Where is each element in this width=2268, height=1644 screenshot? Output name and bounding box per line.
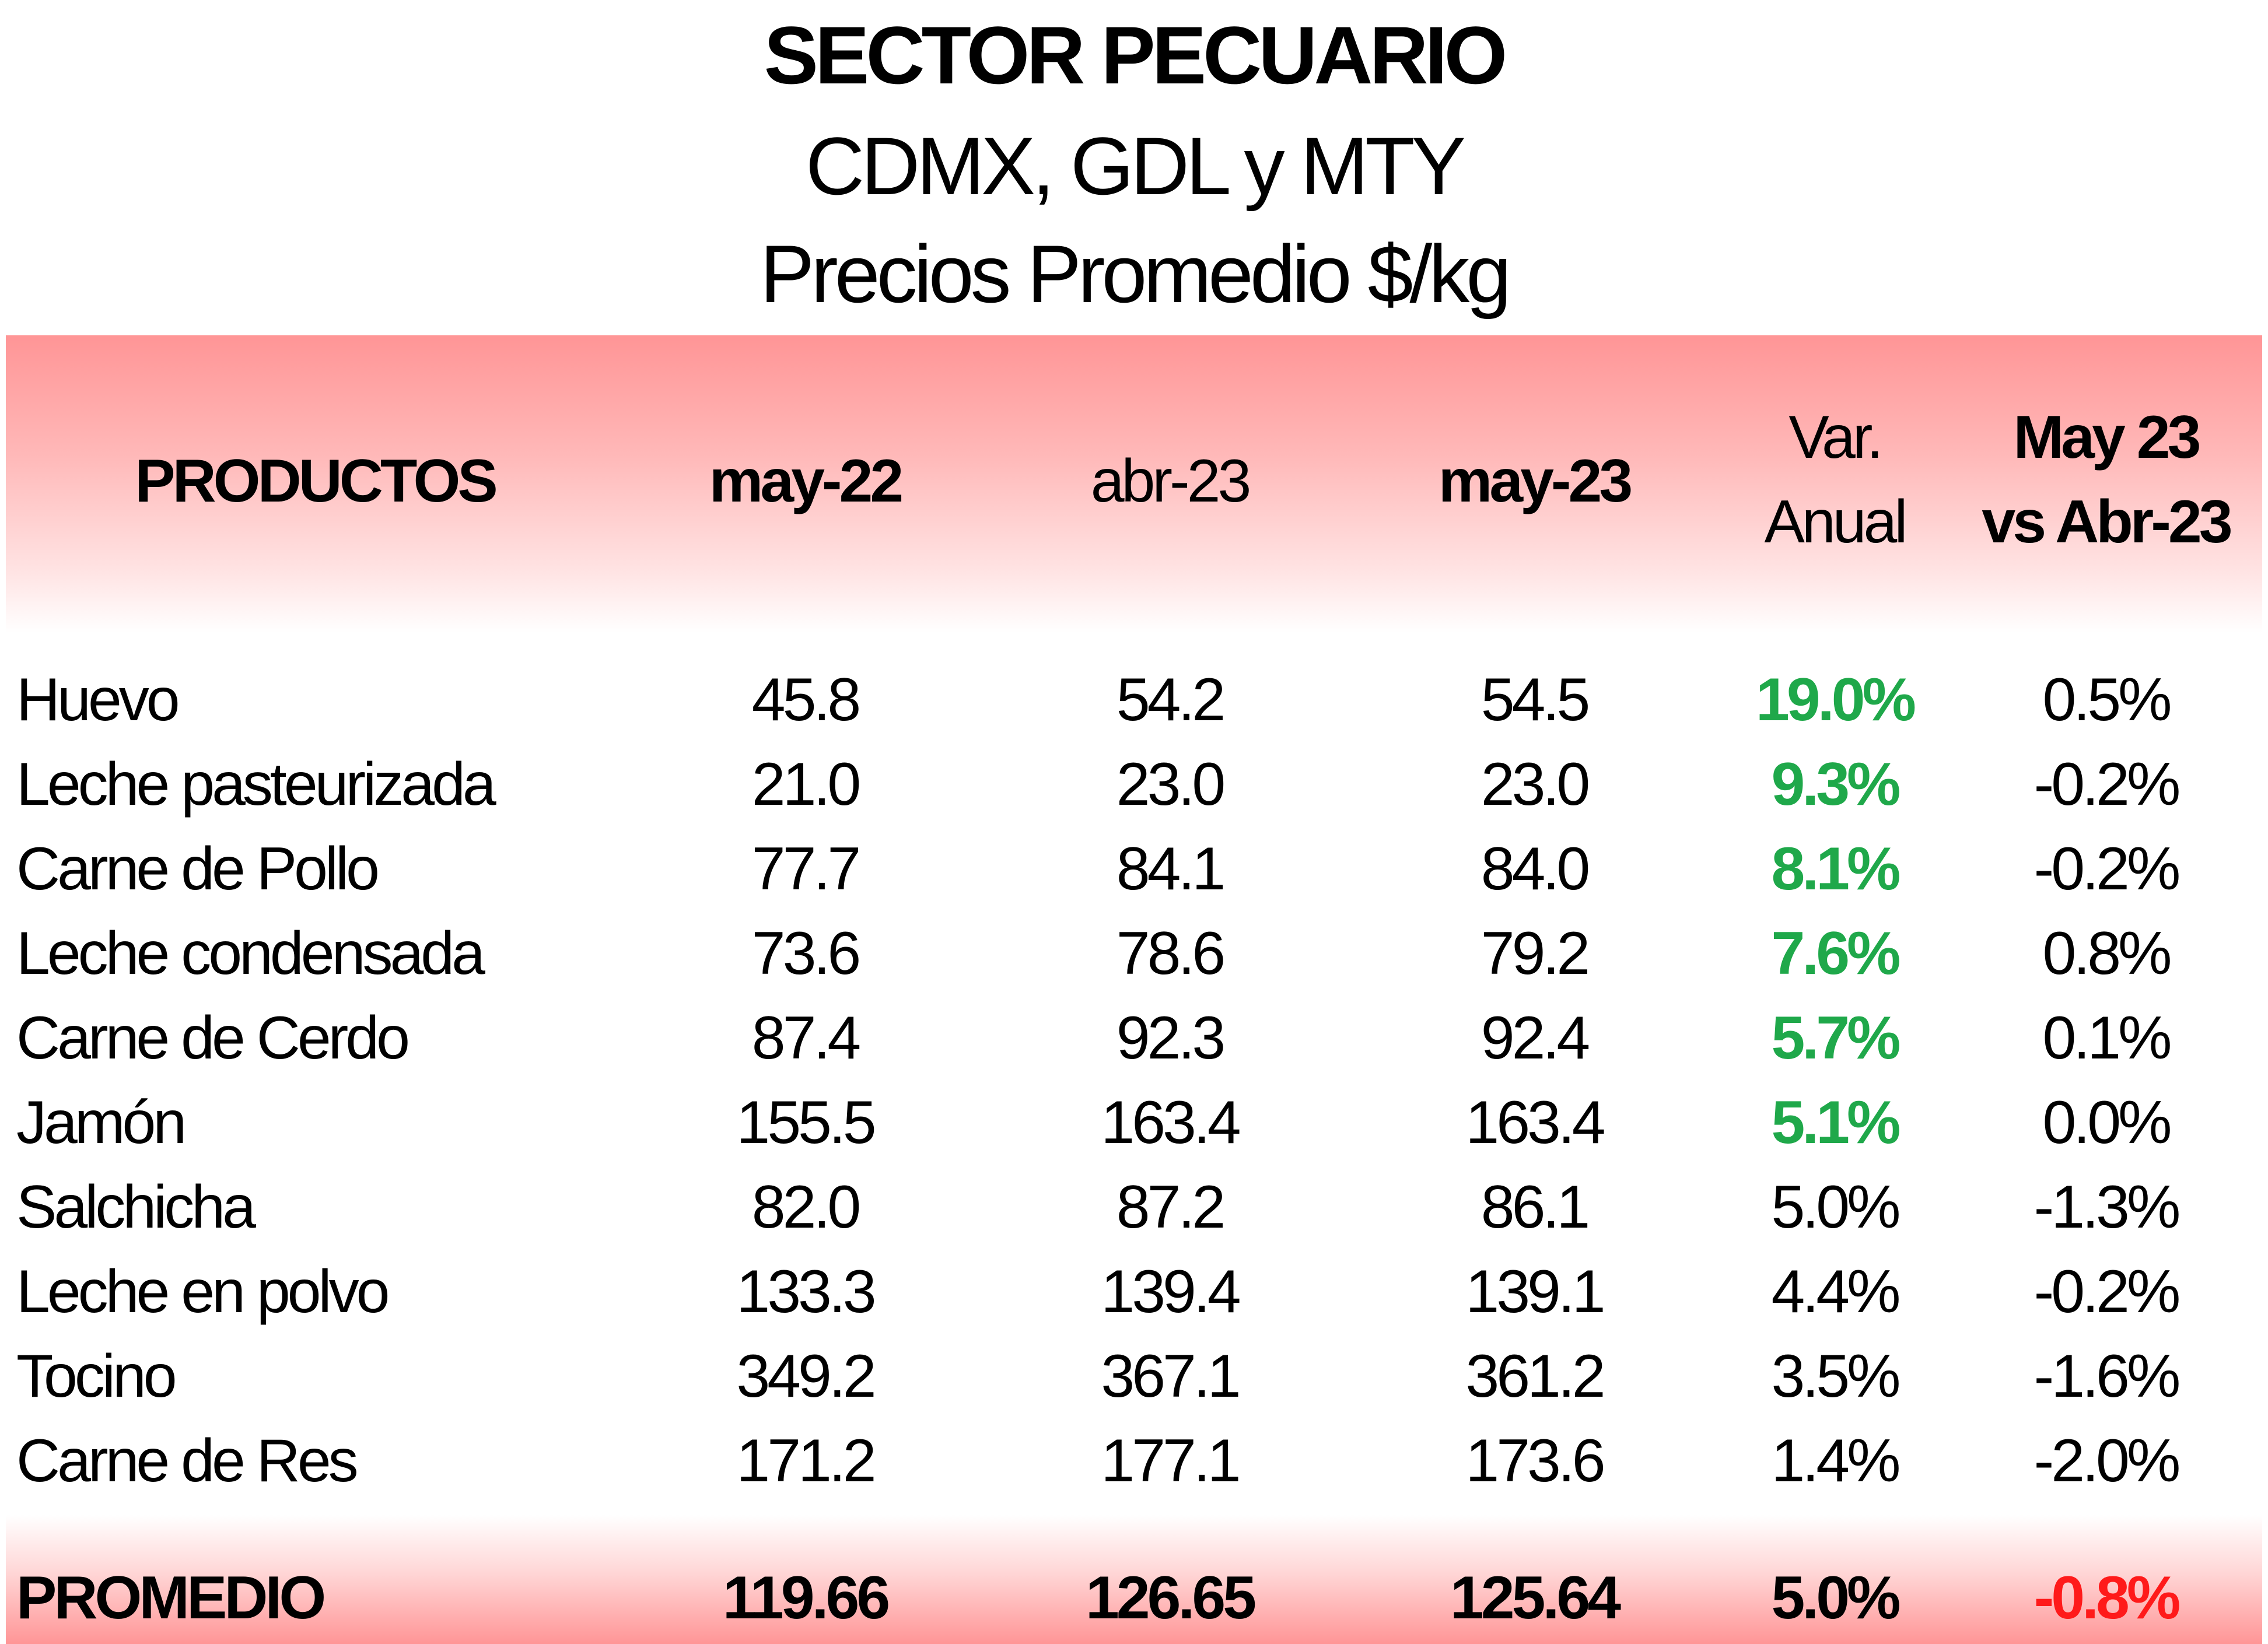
row-product: Carne de Cerdo [16, 1004, 410, 1072]
row-product: Tocino [16, 1342, 177, 1410]
row-may-22: 349.2 [736, 1342, 876, 1410]
row-may-22: 87.4 [751, 1004, 861, 1072]
row-var-anual: 3.5% [1771, 1342, 1901, 1410]
header-var-line2: Anual [1764, 488, 1908, 556]
row-abr-23: 78.6 [1116, 920, 1226, 987]
row-abr-23: 92.3 [1116, 1004, 1226, 1072]
row-product: Salchicha [16, 1173, 256, 1241]
row-abr-23: 177.1 [1101, 1427, 1241, 1495]
footer-may-23: 125.64 [1450, 1564, 1621, 1632]
row-mom: -1.3% [2034, 1173, 2181, 1241]
row-var-anual: 5.7% [1771, 1004, 1901, 1072]
footer-label: PROMEDIO [16, 1564, 326, 1632]
row-mom: 0.0% [2042, 1089, 2172, 1156]
row-mom: -0.2% [2034, 1258, 2181, 1326]
row-mom: -1.6% [2034, 1342, 2181, 1410]
row-product: Leche pasteurizada [16, 751, 496, 818]
row-product: Carne de Pollo [16, 835, 380, 903]
row-abr-23: 139.4 [1101, 1258, 1241, 1326]
row-may-22: 45.8 [751, 666, 861, 734]
header-mom-line1: May 23 [2013, 404, 2202, 471]
row-may-22: 77.7 [751, 835, 861, 903]
row-abr-23: 163.4 [1101, 1089, 1241, 1156]
report-title: SECTOR PECUARIO [764, 9, 1508, 101]
header-may-23: may-23 [1438, 447, 1633, 515]
row-var-anual: 5.0% [1771, 1173, 1901, 1241]
report-subtitle: CDMX, GDL y MTY [806, 120, 1466, 212]
header-may-22: may-22 [709, 447, 904, 515]
row-may-23: 92.4 [1480, 1004, 1590, 1072]
row-mom: -0.2% [2034, 835, 2181, 903]
report-subtitle-units: Precios Promedio $/kg [760, 228, 1511, 320]
row-var-anual: 8.1% [1771, 835, 1901, 903]
row-var-anual: 5.1% [1771, 1089, 1901, 1156]
row-mom: 0.5% [2042, 666, 2172, 734]
row-may-23: 84.0 [1480, 835, 1590, 903]
row-mom: -0.2% [2034, 751, 2181, 818]
row-product: Leche en polvo [16, 1258, 390, 1326]
row-may-22: 171.2 [736, 1427, 876, 1495]
row-product: Carne de Res [16, 1427, 359, 1495]
table-footer-band [6, 1515, 2262, 1644]
header-mom-line2: vs Abr-23 [1982, 488, 2232, 556]
row-abr-23: 84.1 [1116, 835, 1226, 903]
row-mom: -2.0% [2034, 1427, 2181, 1495]
row-mom: 0.8% [2042, 920, 2172, 987]
row-abr-23: 23.0 [1116, 751, 1226, 818]
footer-var-anual: 5.0% [1771, 1564, 1901, 1632]
row-abr-23: 54.2 [1116, 666, 1226, 734]
row-may-23: 79.2 [1480, 920, 1590, 987]
row-var-anual: 4.4% [1771, 1258, 1901, 1326]
row-may-23: 173.6 [1465, 1427, 1605, 1495]
row-var-anual: 19.0% [1756, 666, 1916, 734]
header-abr-23: abr-23 [1090, 447, 1252, 515]
row-product: Leche condensada [16, 920, 485, 987]
row-may-23: 86.1 [1480, 1173, 1590, 1241]
row-may-22: 133.3 [736, 1258, 876, 1326]
row-may-22: 21.0 [751, 751, 861, 818]
row-abr-23: 87.2 [1116, 1173, 1226, 1241]
footer-mom: -0.8% [2034, 1564, 2181, 1632]
row-may-23: 54.5 [1480, 666, 1590, 734]
footer-may-22: 119.66 [722, 1564, 890, 1632]
row-may-23: 139.1 [1465, 1258, 1605, 1326]
row-may-22: 155.5 [736, 1089, 876, 1156]
table-header-band [6, 335, 2262, 633]
row-may-23: 361.2 [1465, 1342, 1605, 1410]
row-var-anual: 9.3% [1771, 751, 1901, 818]
header-var-line1: Var. [1788, 404, 1883, 471]
row-product: Jamón [16, 1089, 187, 1156]
row-abr-23: 367.1 [1101, 1342, 1241, 1410]
row-mom: 0.1% [2042, 1004, 2172, 1072]
row-var-anual: 1.4% [1771, 1427, 1901, 1495]
row-may-23: 23.0 [1480, 751, 1590, 818]
row-may-23: 163.4 [1465, 1089, 1605, 1156]
header-products: PRODUCTOS [135, 447, 498, 515]
row-product: Huevo [16, 666, 180, 734]
row-may-22: 82.0 [751, 1173, 861, 1241]
row-may-22: 73.6 [751, 920, 861, 987]
row-var-anual: 7.6% [1771, 920, 1901, 987]
footer-abr-23: 126.65 [1085, 1564, 1256, 1632]
